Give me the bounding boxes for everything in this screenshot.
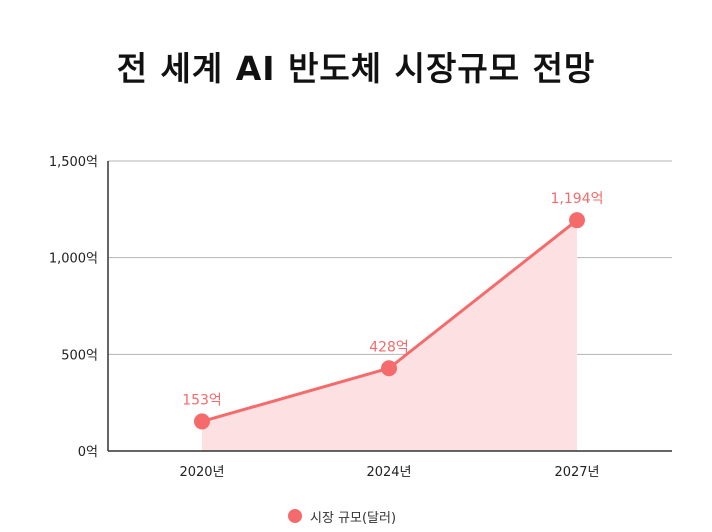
data-point <box>381 360 397 377</box>
chart-title: 전 세계 AI 반도체 시장규모 전망 <box>116 49 596 88</box>
data-label: 428억 <box>369 339 409 355</box>
data-label: 1,194억 <box>551 191 604 207</box>
y-tick-label: 0억 <box>78 445 98 460</box>
y-tick-label: 1,500억 <box>49 155 98 170</box>
y-tick-label: 1,000억 <box>49 252 98 267</box>
legend-label: 시장 규모(달러) <box>310 510 397 526</box>
data-point <box>194 413 210 430</box>
legend: 시장 규모(달러) <box>288 505 396 527</box>
x-tick-label: 2024년 <box>366 465 411 480</box>
x-tick-label: 2020년 <box>179 465 224 480</box>
chart-area: 0억 500억 1,000억 1,500억 153억 428억 1,194억 2020년 202… <box>49 155 672 480</box>
y-tick-label: 500억 <box>61 348 98 363</box>
legend-marker <box>288 509 302 523</box>
series-area <box>202 220 577 451</box>
data-point <box>569 212 585 229</box>
data-label: 153억 <box>182 392 222 408</box>
x-tick-label: 2027년 <box>554 465 599 480</box>
